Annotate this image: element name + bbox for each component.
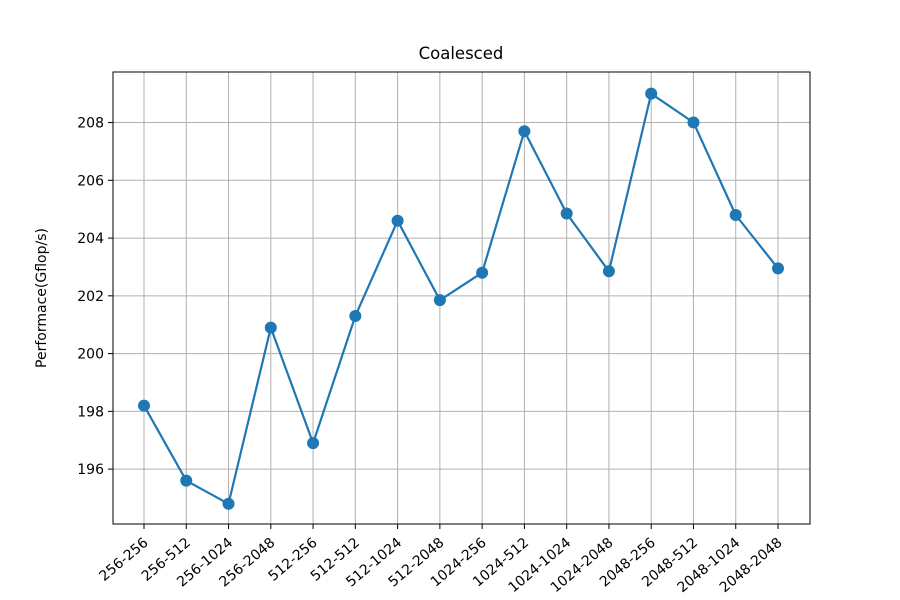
y-axis-label: Performace(Gflop/s) — [34, 228, 50, 368]
data-point — [138, 399, 150, 412]
data-point — [560, 207, 573, 220]
data-point — [222, 497, 235, 510]
data-point — [476, 266, 489, 279]
data-point — [687, 116, 700, 129]
data-points — [138, 87, 784, 510]
data-point — [349, 310, 362, 323]
data-point — [433, 294, 446, 307]
y-axis-ticks: 196 198 200 202 204 206 208 — [77, 116, 113, 478]
y-tick-label: 202 — [77, 289, 104, 305]
y-tick-label: 206 — [77, 173, 104, 189]
chart-title: Coalesced — [419, 44, 504, 63]
data-point — [772, 262, 784, 275]
y-tick-label: 204 — [77, 231, 104, 247]
series-line — [143, 92, 779, 505]
data-point — [602, 265, 615, 278]
y-tick-label: 196 — [77, 462, 104, 478]
y-tick-label: 200 — [77, 347, 104, 363]
data-point — [391, 214, 404, 227]
grid-lines — [113, 72, 810, 524]
data-point — [180, 474, 193, 487]
data-point — [518, 125, 531, 138]
y-tick-label: 198 — [77, 404, 104, 420]
data-point — [264, 321, 277, 334]
data-point — [645, 87, 658, 100]
y-tick-label: 208 — [77, 116, 104, 132]
data-point — [307, 437, 320, 450]
plot-frame — [112, 71, 811, 525]
data-point — [729, 208, 742, 221]
series-path — [143, 92, 779, 505]
